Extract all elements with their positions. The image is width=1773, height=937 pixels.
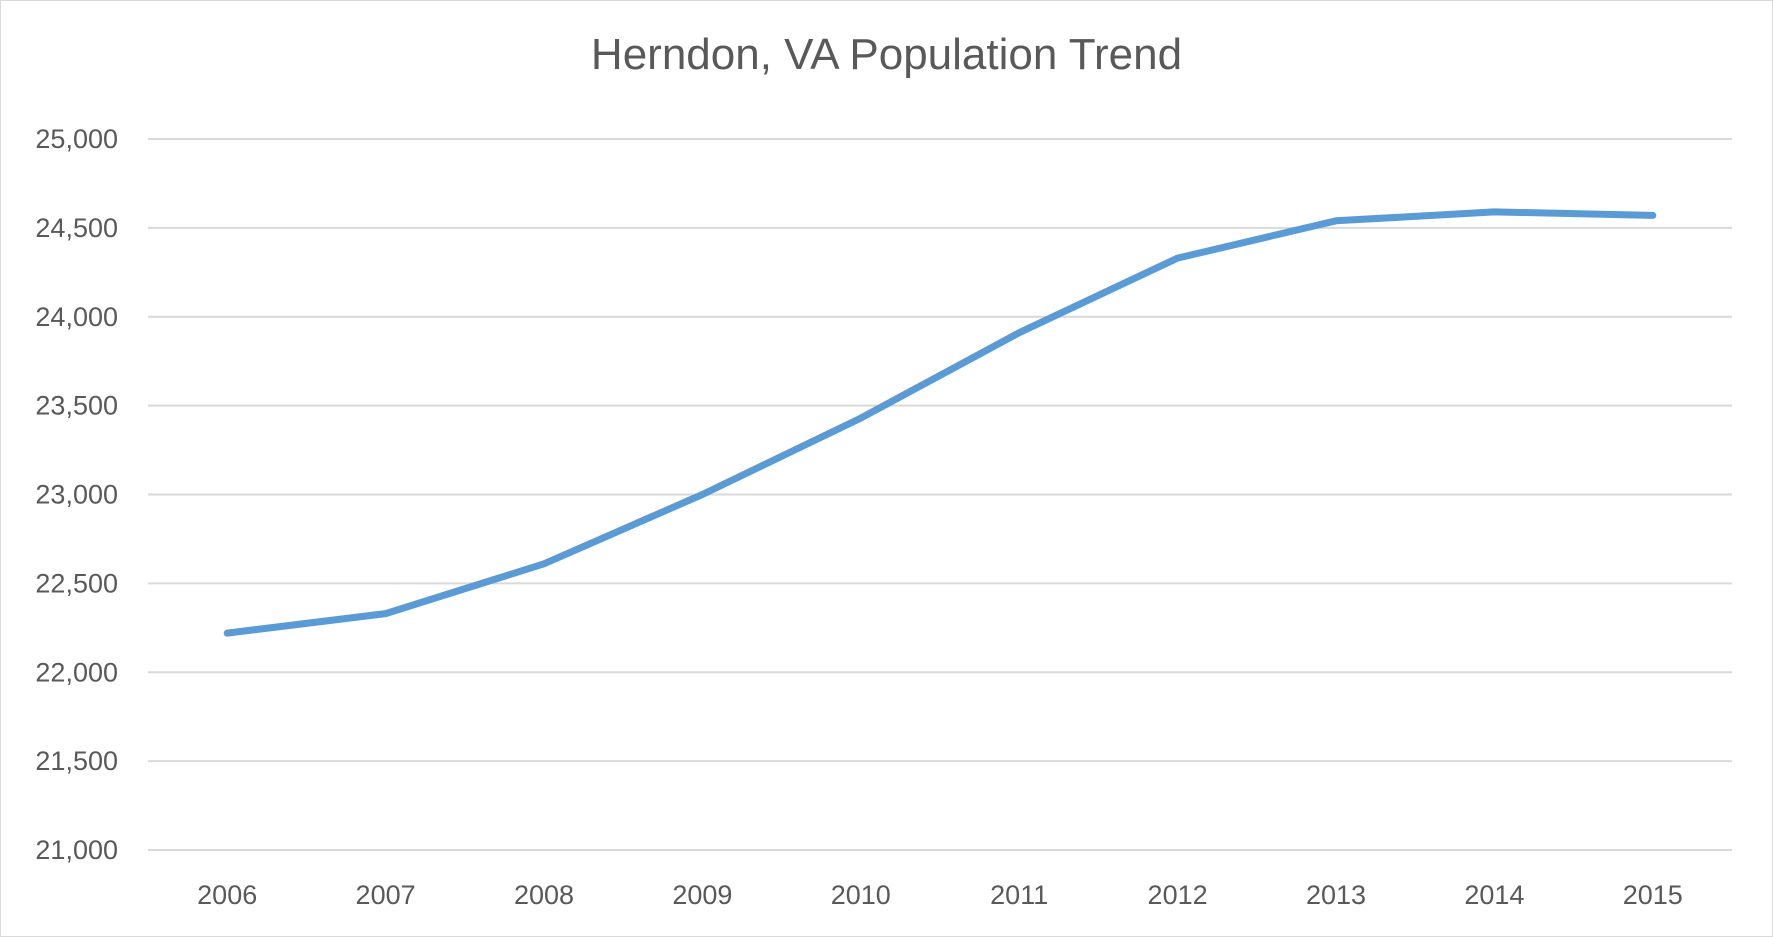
x-tick-label: 2011 xyxy=(990,880,1048,910)
x-tick-label: 2009 xyxy=(672,880,732,910)
x-tick-label: 2013 xyxy=(1306,880,1366,910)
chart-title: Herndon, VA Population Trend xyxy=(590,30,1183,79)
y-tick-label: 24,500 xyxy=(35,213,118,243)
y-tick-label: 23,500 xyxy=(35,391,118,421)
series-lines xyxy=(223,208,1657,637)
gridlines xyxy=(148,138,1732,851)
y-tick-label: 24,000 xyxy=(35,302,118,332)
y-tick-label: 21,000 xyxy=(35,835,118,865)
y-axis-ticks: 21,000 21,500 22,000 22,500 23,000 23,500 24,0… xyxy=(35,124,118,865)
y-tick-label: 23,000 xyxy=(35,480,118,510)
x-tick-label: 2006 xyxy=(197,880,257,910)
y-tick-label: 22,000 xyxy=(35,657,118,687)
x-tick-label: 2015 xyxy=(1623,880,1683,910)
y-tick-label: 25,000 xyxy=(35,124,118,154)
series-line xyxy=(223,208,1657,637)
x-tick-label: 2010 xyxy=(831,880,891,910)
y-tick-label: 21,500 xyxy=(35,746,118,776)
x-tick-label: 2008 xyxy=(514,880,574,910)
x-tick-label: 2012 xyxy=(1148,880,1208,910)
x-tick-label: 2014 xyxy=(1464,880,1524,910)
y-tick-label: 22,500 xyxy=(35,568,118,598)
x-tick-label: 2007 xyxy=(356,880,416,910)
x-axis-ticks: 2006 2007 2008 2009 2010 2011 2012 2013 2014 2015 xyxy=(197,880,1683,910)
